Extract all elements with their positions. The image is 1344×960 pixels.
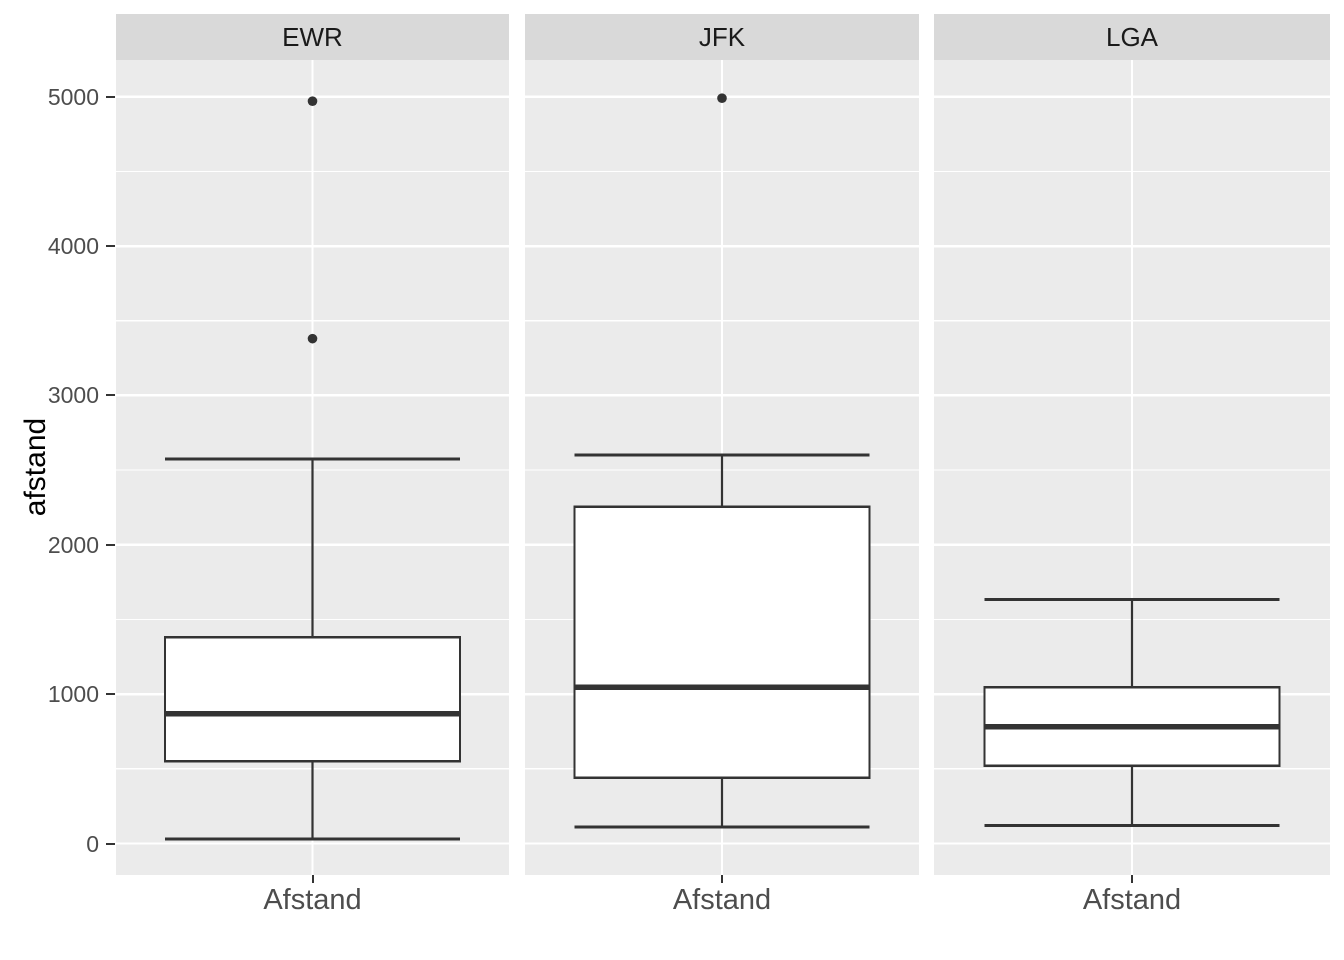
x-tick-mark (1131, 875, 1133, 883)
facet-panel (116, 60, 509, 875)
x-tick-label: Afstand (672, 884, 772, 916)
y-tick-label: 1000 (47, 681, 99, 708)
boxplot-svg (525, 60, 919, 875)
facet: LGA Afstand (934, 0, 1330, 960)
y-tick-label: 5000 (47, 83, 99, 110)
y-tick-mark (106, 245, 115, 248)
facet-panel (525, 60, 919, 875)
facet-strip: JFK (525, 14, 919, 60)
outlier-point (717, 93, 727, 103)
x-tick-mark (311, 875, 314, 883)
y-tick-label: 4000 (47, 233, 99, 260)
x-tick-label: Afstand (1082, 884, 1182, 916)
facet-strip: LGA (934, 14, 1330, 60)
boxplot-svg (934, 60, 1330, 875)
iqr-box (573, 505, 871, 779)
y-tick-mark (106, 842, 115, 845)
facet-strip-label: JFK (698, 21, 746, 52)
outlier-point (307, 333, 318, 344)
facet: JFK Afstand (525, 0, 919, 960)
facet: EWR Afstand (116, 0, 509, 960)
facet-panel (934, 60, 1330, 875)
y-axis-title: afstand (19, 417, 52, 517)
boxplot-svg (116, 60, 509, 875)
y-tick-mark (106, 95, 115, 98)
y-tick-mark (106, 543, 115, 546)
iqr-box (163, 636, 462, 763)
y-tick-label: 3000 (47, 382, 99, 409)
x-tick-label: Afstand (263, 884, 362, 916)
y-tick-mark (106, 394, 115, 397)
y-tick-mark (106, 693, 115, 696)
y-tick-label: 0 (86, 830, 99, 857)
facet-strip: EWR (116, 14, 509, 60)
facet-strip-label: EWR (282, 21, 343, 52)
outlier-point (307, 96, 318, 106)
y-tick-label: 2000 (47, 531, 99, 558)
facet-strip-label: LGA (1105, 21, 1159, 52)
x-tick-mark (721, 875, 723, 883)
